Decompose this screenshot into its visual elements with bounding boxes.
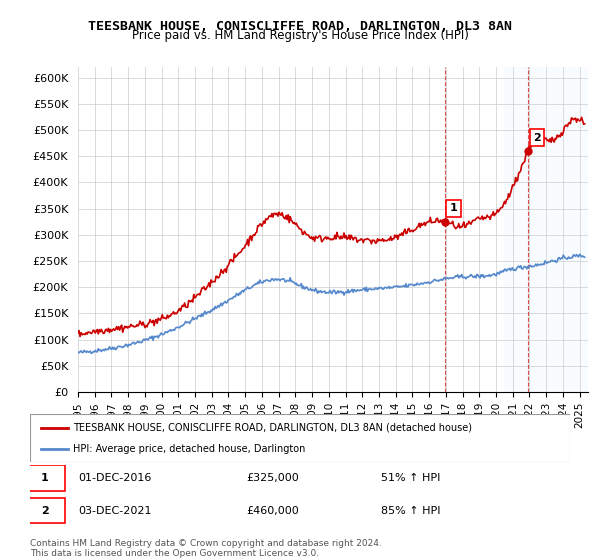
- Text: 2: 2: [41, 506, 49, 516]
- FancyBboxPatch shape: [25, 498, 65, 524]
- Text: 2: 2: [533, 133, 541, 143]
- Text: TEESBANK HOUSE, CONISCLIFFE ROAD, DARLINGTON, DL3 8AN: TEESBANK HOUSE, CONISCLIFFE ROAD, DARLIN…: [88, 20, 512, 32]
- FancyBboxPatch shape: [25, 465, 65, 491]
- Text: TEESBANK HOUSE, CONISCLIFFE ROAD, DARLINGTON, DL3 8AN (detached house): TEESBANK HOUSE, CONISCLIFFE ROAD, DARLIN…: [73, 423, 472, 433]
- Text: 85% ↑ HPI: 85% ↑ HPI: [381, 506, 440, 516]
- Bar: [505, 67, 588, 392]
- Text: 1: 1: [41, 473, 49, 483]
- Text: Contains HM Land Registry data © Crown copyright and database right 2024.
This d: Contains HM Land Registry data © Crown c…: [30, 539, 382, 558]
- Text: 1: 1: [449, 203, 457, 213]
- Text: £325,000: £325,000: [246, 473, 299, 483]
- Text: 03-DEC-2021: 03-DEC-2021: [79, 506, 152, 516]
- FancyBboxPatch shape: [30, 414, 570, 462]
- Text: HPI: Average price, detached house, Darlington: HPI: Average price, detached house, Darl…: [73, 444, 305, 454]
- Text: £460,000: £460,000: [246, 506, 299, 516]
- Text: 01-DEC-2016: 01-DEC-2016: [79, 473, 152, 483]
- Text: Price paid vs. HM Land Registry's House Price Index (HPI): Price paid vs. HM Land Registry's House …: [131, 29, 469, 42]
- Text: 51% ↑ HPI: 51% ↑ HPI: [381, 473, 440, 483]
